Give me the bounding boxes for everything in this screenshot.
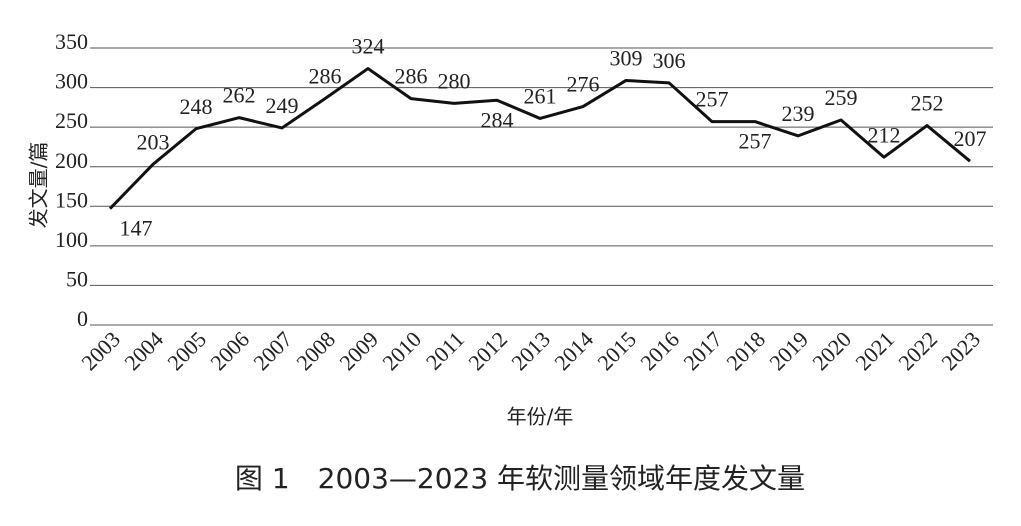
- x-tick-label: 2003: [76, 326, 125, 375]
- data-label: 249: [266, 93, 299, 118]
- data-label: 286: [395, 64, 428, 89]
- data-label: 239: [782, 101, 815, 126]
- x-tick-label: 2022: [893, 326, 942, 375]
- data-label: 203: [137, 129, 170, 154]
- y-tick-label: 100: [55, 227, 88, 252]
- x-tick-label: 2023: [936, 326, 985, 375]
- x-tick-label: 2010: [377, 326, 426, 375]
- x-tick-label: 2009: [334, 326, 383, 375]
- x-tick-label: 2016: [635, 326, 684, 375]
- y-tick-label: 250: [55, 108, 88, 133]
- x-tick-label: 2006: [205, 326, 254, 375]
- data-label: 286: [309, 64, 342, 89]
- data-label: 284: [481, 107, 514, 132]
- data-label: 280: [438, 68, 471, 93]
- x-tick-label: 2011: [421, 326, 469, 374]
- data-label: 257: [739, 129, 772, 154]
- data-label: 306: [653, 48, 686, 73]
- x-tick-label: 2018: [721, 326, 770, 375]
- x-tick-label: 2005: [162, 326, 211, 375]
- data-label: 212: [868, 122, 901, 147]
- data-label: 262: [223, 83, 256, 108]
- x-tick-label: 2008: [291, 326, 340, 375]
- x-tick-label: 2015: [592, 326, 641, 375]
- x-tick-label: 2019: [764, 326, 813, 375]
- data-label: 207: [954, 126, 987, 151]
- data-label: 259: [825, 85, 858, 110]
- y-tick-label: 300: [55, 69, 88, 94]
- y-tick-label: 150: [55, 187, 88, 212]
- x-tick-label: 2017: [678, 326, 727, 375]
- x-tick-label: 2007: [248, 326, 297, 375]
- y-axis-label: 发文量/篇: [27, 142, 51, 229]
- data-label: 309: [610, 45, 643, 70]
- y-tick-label: 350: [55, 29, 88, 54]
- data-label: 147: [120, 216, 153, 241]
- x-tick-label: 2013: [506, 326, 555, 375]
- data-label: 248: [180, 94, 213, 119]
- y-tick-label: 200: [55, 148, 88, 173]
- chart-title: 图 1 2003—2023 年软测量领域年度发文量: [235, 462, 805, 495]
- data-label: 252: [911, 91, 944, 116]
- data-line: [108, 67, 971, 210]
- x-tick-label: 2020: [807, 326, 856, 375]
- x-tick-label: 2004: [119, 326, 168, 375]
- data-label: 261: [524, 83, 557, 108]
- x-tick-label: 2012: [463, 326, 512, 375]
- data-label: 276: [567, 72, 600, 97]
- x-tick-label: 2021: [850, 326, 899, 375]
- y-tick-label: 50: [66, 266, 88, 291]
- data-label: 257: [696, 87, 729, 112]
- x-tick-label: 2014: [549, 326, 598, 375]
- x-axis-label: 年份/年: [507, 405, 574, 429]
- data-label: 324: [352, 34, 385, 59]
- y-tick-label: 0: [77, 306, 88, 331]
